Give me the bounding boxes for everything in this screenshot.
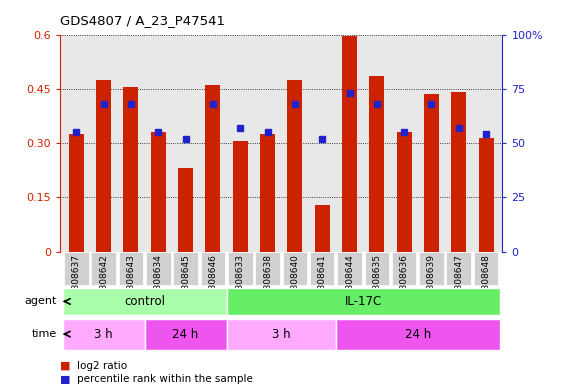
Text: time: time — [32, 329, 57, 339]
Bar — [144, 319, 227, 349]
Bar — [227, 288, 500, 315]
Bar — [200, 252, 225, 285]
Bar — [287, 80, 303, 252]
Bar — [96, 80, 111, 252]
Text: IL-17C: IL-17C — [344, 295, 382, 308]
Text: GSM808645: GSM808645 — [181, 254, 190, 309]
Bar — [228, 252, 252, 285]
Bar — [255, 252, 280, 285]
Text: GSM808641: GSM808641 — [317, 254, 327, 309]
Bar — [260, 134, 275, 252]
Text: GSM808639: GSM808639 — [427, 254, 436, 309]
Text: control: control — [124, 295, 165, 308]
Text: percentile rank within the sample: percentile rank within the sample — [77, 374, 253, 384]
Text: 24 h: 24 h — [405, 328, 431, 341]
Bar — [337, 252, 362, 285]
Text: GSM808642: GSM808642 — [99, 254, 108, 309]
Text: log2 ratio: log2 ratio — [77, 361, 127, 371]
Bar — [397, 132, 412, 252]
Text: 3 h: 3 h — [272, 328, 291, 341]
Bar — [123, 87, 139, 252]
Text: GSM808648: GSM808648 — [481, 254, 490, 309]
Bar — [283, 252, 307, 285]
Bar — [151, 132, 166, 252]
Text: GSM808636: GSM808636 — [400, 254, 409, 309]
Text: GSM808647: GSM808647 — [455, 254, 463, 309]
Bar — [315, 205, 329, 252]
Bar — [474, 252, 498, 285]
Text: GSM808633: GSM808633 — [236, 254, 245, 309]
Bar — [69, 134, 84, 252]
Bar — [342, 36, 357, 252]
Bar — [424, 94, 439, 252]
Bar — [447, 252, 471, 285]
Text: GSM808635: GSM808635 — [372, 254, 381, 309]
Text: agent: agent — [25, 296, 57, 306]
Bar — [206, 85, 220, 252]
Text: GSM808646: GSM808646 — [208, 254, 218, 309]
Bar — [369, 76, 384, 252]
Bar — [336, 319, 500, 349]
Text: GDS4807 / A_23_P47541: GDS4807 / A_23_P47541 — [60, 14, 225, 27]
Bar — [64, 252, 89, 285]
Bar — [63, 288, 227, 315]
Bar — [178, 168, 193, 252]
Text: GSM808638: GSM808638 — [263, 254, 272, 309]
Bar — [174, 252, 198, 285]
Bar — [227, 319, 336, 349]
Text: ■: ■ — [60, 361, 70, 371]
Bar — [419, 252, 444, 285]
Text: GSM808643: GSM808643 — [127, 254, 135, 309]
Bar — [478, 137, 493, 252]
Bar — [63, 319, 144, 349]
Bar — [364, 252, 389, 285]
Bar — [146, 252, 171, 285]
Text: GSM808634: GSM808634 — [154, 254, 163, 309]
Bar — [451, 93, 467, 252]
Bar — [310, 252, 335, 285]
Text: GSM808640: GSM808640 — [291, 254, 299, 309]
Text: 3 h: 3 h — [94, 328, 113, 341]
Text: GSM808644: GSM808644 — [345, 254, 354, 309]
Text: ■: ■ — [60, 374, 70, 384]
Bar — [233, 141, 248, 252]
Text: GSM808637: GSM808637 — [72, 254, 81, 309]
Bar — [91, 252, 116, 285]
Text: 24 h: 24 h — [172, 328, 199, 341]
Bar — [119, 252, 143, 285]
Bar — [392, 252, 416, 285]
